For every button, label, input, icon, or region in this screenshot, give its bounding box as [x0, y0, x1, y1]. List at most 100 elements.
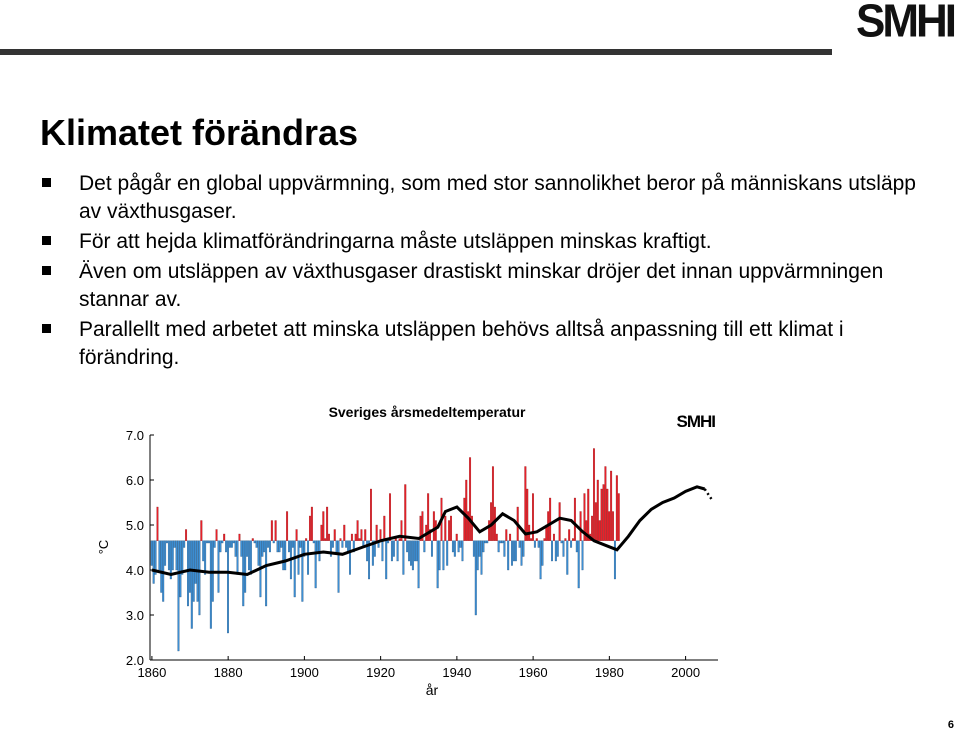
bar: [295, 529, 298, 541]
bar: [451, 540, 454, 553]
bar: [450, 515, 452, 541]
bar: [490, 502, 493, 541]
bar: [307, 540, 310, 575]
bar: [467, 511, 470, 541]
bar: [390, 540, 393, 562]
y-tick-label: 7.0: [126, 428, 144, 443]
bar: [164, 540, 167, 566]
bar: [329, 540, 332, 557]
bar: [509, 533, 512, 541]
bar: [234, 540, 237, 557]
bar: [179, 540, 182, 598]
bar: [314, 540, 317, 589]
bar: [389, 493, 391, 541]
bar: [293, 540, 296, 598]
bar: [263, 540, 266, 553]
bar: [375, 524, 378, 541]
bar: [251, 538, 254, 541]
bar: [560, 540, 563, 544]
chart-svg: Sveriges årsmedeltemperatur SMHI 2.0 3.0 4…: [96, 404, 718, 698]
bar: [185, 529, 188, 541]
x-tick-label: 2000: [671, 665, 700, 680]
bar: [209, 540, 212, 629]
bar: [320, 524, 323, 541]
bar: [255, 540, 258, 548]
bar: [177, 540, 180, 652]
bar: [345, 540, 348, 548]
bar: [505, 529, 508, 541]
bar: [549, 497, 552, 541]
bar: [581, 540, 584, 571]
bar: [166, 540, 168, 544]
bar: [478, 540, 481, 557]
bar: [278, 540, 281, 553]
bar: [230, 540, 233, 548]
bar: [383, 515, 386, 541]
bar: [570, 540, 573, 548]
bar: [610, 470, 613, 541]
bar: [316, 540, 319, 553]
bar: [173, 540, 176, 548]
bar: [238, 533, 241, 541]
bar: [507, 540, 510, 571]
bar: [554, 540, 557, 562]
bar: [190, 540, 193, 629]
bar: [524, 466, 527, 541]
bar: [257, 540, 260, 566]
bar: [421, 511, 424, 541]
bar: [337, 540, 340, 593]
bar: [308, 515, 311, 541]
bullet-list: Det pågår en global uppvärmning, som med…: [40, 170, 920, 374]
bar: [385, 540, 388, 580]
bar: [204, 540, 207, 575]
bar: [512, 540, 515, 562]
axes-group: 2.0 3.0 4.0 5.0 6.0 7.0 1860 1880 1900 1920 1940 19…: [126, 428, 718, 680]
bar: [206, 540, 209, 544]
bar: [469, 457, 472, 541]
bar: [583, 493, 586, 541]
bar: [200, 520, 203, 541]
bar: [446, 540, 449, 566]
bar: [579, 511, 582, 541]
bar: [453, 540, 456, 557]
bar: [406, 540, 409, 553]
bar: [415, 540, 418, 562]
bar: [335, 540, 338, 553]
smoothed-trend-dotted: [703, 488, 714, 501]
bar: [442, 540, 445, 571]
bar: [511, 540, 513, 566]
bar: [249, 540, 252, 575]
bar: [286, 511, 289, 541]
x-tick-label: 1860: [137, 665, 166, 680]
bar: [366, 540, 369, 562]
bar: [169, 540, 172, 580]
bar: [318, 540, 321, 562]
bar: [352, 540, 355, 553]
bar: [349, 540, 351, 575]
bar: [608, 511, 611, 541]
bullet-item: Även om utsläppen av växthusgaser drasti…: [40, 258, 920, 314]
bar: [448, 520, 451, 541]
x-tick-label: 1920: [366, 665, 395, 680]
bar: [522, 540, 525, 557]
bar: [539, 540, 542, 580]
bar: [532, 493, 534, 541]
bar: [488, 520, 491, 541]
bar: [152, 540, 155, 584]
smoothed-trend-line: [151, 485, 706, 577]
bar: [227, 540, 229, 634]
bullet-item: För att hejda klimatförändringarna måste…: [40, 228, 920, 256]
bar: [465, 479, 468, 541]
bar: [398, 538, 401, 541]
bar: [471, 515, 473, 541]
bar: [343, 524, 346, 541]
bar: [160, 540, 163, 593]
bar: [350, 533, 353, 541]
bar: [369, 488, 372, 541]
bar: [602, 484, 605, 541]
temperature-chart: Sveriges årsmedeltemperatur SMHI 2.0 3.0 4…: [95, 395, 735, 710]
bar: [537, 540, 540, 548]
bar: [438, 540, 441, 571]
bar: [150, 540, 153, 566]
bar: [158, 540, 161, 571]
